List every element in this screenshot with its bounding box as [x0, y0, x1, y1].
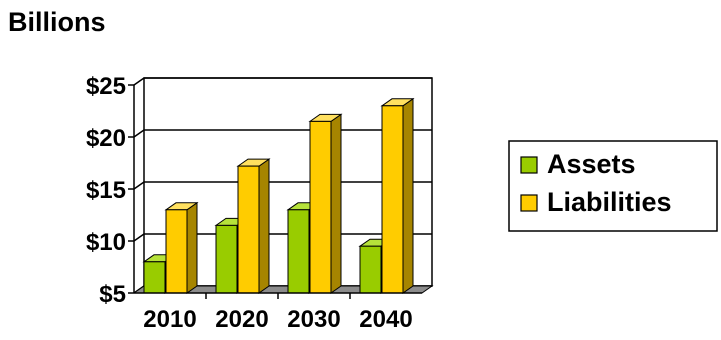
bar-side [402, 97, 414, 294]
gridline-depth [133, 77, 145, 86]
y-tick-labels: $5 $10 $15 $20 $25 [86, 73, 126, 308]
legend-box [508, 140, 718, 232]
bar-front [287, 209, 310, 294]
axes [128, 84, 422, 299]
bar-side [258, 158, 270, 294]
legend-label-liabilities: Liabilities [547, 187, 672, 217]
y-tick-label: $5 [99, 281, 126, 308]
bar-side [186, 201, 198, 294]
y-tick-label: $15 [86, 177, 126, 204]
gridline-depth [133, 181, 145, 190]
x-tick-label: 2010 [143, 306, 196, 333]
y-tick-label: $25 [86, 73, 126, 100]
bar-front [215, 224, 238, 294]
bar-liabilities-2040 [380, 97, 415, 294]
bar-liabilities-2010 [164, 201, 199, 294]
legend-swatch-assets [520, 156, 538, 174]
bar-front [165, 209, 188, 294]
bar-front [381, 105, 404, 294]
bar-front [143, 261, 166, 294]
bar-front [359, 245, 382, 294]
bar-front [237, 165, 260, 294]
y-axis-title: Billions [8, 7, 106, 37]
gridline-depth [133, 129, 145, 138]
x-tick-label: 2030 [287, 306, 340, 333]
bar-front [309, 120, 332, 294]
legend-swatch-liabilities [520, 194, 538, 212]
x-tick-labels: 2010 2020 2030 2040 [143, 306, 412, 333]
x-tick-label: 2020 [215, 306, 268, 333]
bars [142, 97, 415, 294]
y-tick-label: $10 [86, 229, 126, 256]
legend-label-assets: Assets [547, 149, 636, 179]
x-tick-label: 2040 [359, 306, 412, 333]
bar-liabilities-2030 [308, 113, 343, 294]
bar-side [330, 113, 342, 294]
y-tick-label: $20 [86, 125, 126, 152]
gridline-depth [133, 233, 145, 242]
bar-liabilities-2020 [236, 158, 271, 294]
legend: Assets Liabilities [508, 140, 718, 232]
